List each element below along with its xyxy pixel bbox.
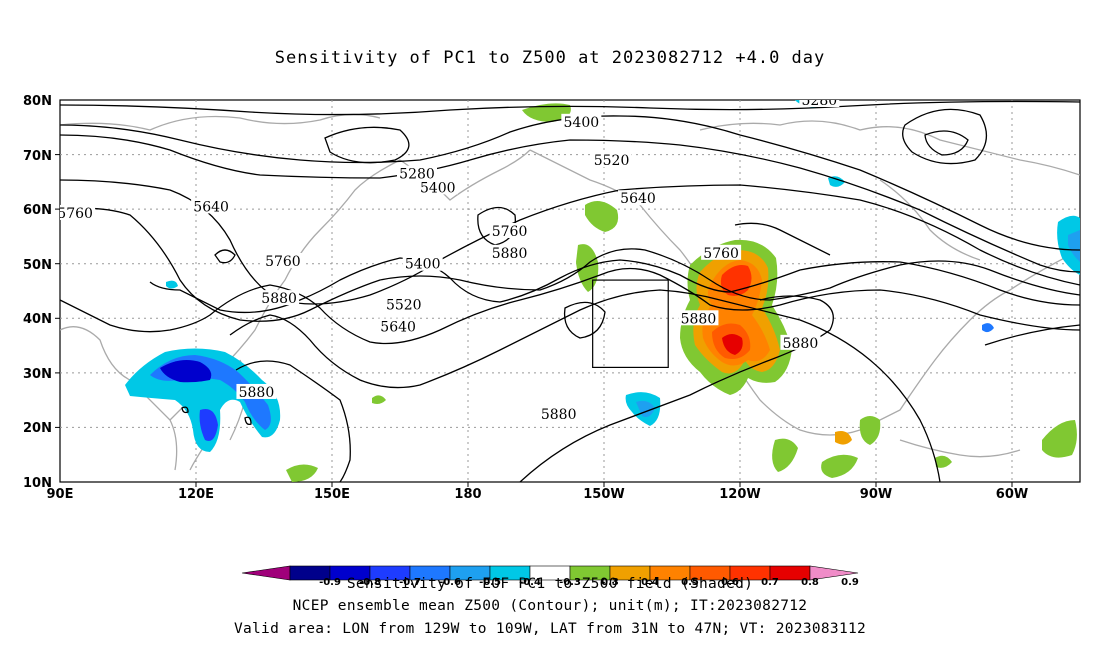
colorbar: -0.9 -0.8 -0.7 -0.6 -0.5 -0.4 -0.3 0.3 0.4 0.5 0.6…: [241, 565, 859, 588]
colorbar-label: 0.4: [641, 577, 659, 588]
contour-label-bg: [383, 296, 424, 312]
colorbar-right-arrow: [809, 565, 859, 581]
lat-tick-label: 80N: [23, 94, 52, 109]
contour-label: 5520: [594, 153, 630, 169]
contour-label-bg: [60, 204, 96, 220]
contour-label-bg: [262, 252, 303, 268]
colorbar-label: -0.5: [479, 577, 501, 588]
valid-area-box: [592, 279, 669, 369]
contour-label-bg: [561, 113, 602, 129]
contour-label-bg: [678, 310, 719, 326]
contour-label: 5760: [57, 206, 93, 222]
colorbar-label: -0.9: [319, 577, 341, 588]
lat-tick-label: 60N: [23, 203, 52, 218]
contour-label: 5280: [399, 167, 435, 183]
contour-label-bg: [191, 198, 232, 214]
contour-label: 5640: [193, 199, 229, 215]
contour-label-bg: [259, 290, 300, 306]
contour-label-bg: [701, 244, 742, 260]
footer-contour-caption: NCEP ensemble mean Z500 (Contour); unit(…: [292, 598, 808, 614]
footer-valid-area-caption: Valid area: LON from 129W to 109W, LAT f…: [233, 621, 867, 637]
contour-label: 5880: [541, 407, 577, 423]
contour-label-bg: [417, 179, 458, 195]
contour-label: 5400: [405, 257, 441, 273]
contour-label: 5880: [783, 336, 819, 352]
contour-label: 5760: [703, 246, 739, 262]
colorbar-label: -0.3: [559, 577, 581, 588]
lat-tick-label: 50N: [23, 258, 52, 273]
lat-tick-label: 20N: [23, 421, 52, 436]
contour-label: 5760: [265, 254, 301, 270]
colorbar-label: 0.8: [801, 577, 819, 588]
colorbar-label: 0.3: [601, 577, 619, 588]
contour-label: 5520: [386, 298, 422, 314]
contour-label-bg: [378, 318, 419, 334]
contour-label-bg: [489, 222, 530, 238]
contour-label-bg: [236, 383, 277, 399]
contour-label-bg: [402, 255, 443, 271]
contour-label: 5880: [681, 311, 717, 327]
lon-tick-label: 60W: [996, 487, 1028, 502]
axis-ticks: 90E 120E 150E 180 150W 120W 90W 60W 80N …: [23, 94, 1028, 502]
contour-labels: 5280540056405760576058805400552056405880…: [57, 93, 840, 423]
contour-label: 5880: [492, 246, 528, 262]
lon-tick-label: 120W: [719, 487, 760, 502]
footer-shading-caption: Sensitivity of EOF PC1 to Z500 field (Sh…: [346, 576, 754, 592]
lon-tick-label: 150E: [314, 487, 350, 502]
lon-tick-label: 180: [454, 487, 481, 502]
lon-tick-label: 150W: [583, 487, 624, 502]
contour-label: 5400: [420, 180, 456, 196]
contour-label: 5400: [564, 115, 600, 131]
contour-label: 5880: [261, 291, 297, 307]
lat-tick-label: 70N: [23, 149, 52, 164]
contour-label: 5640: [620, 191, 656, 207]
map-title: Sensitivity of PC1 to Z500 at 2023082712…: [274, 48, 826, 68]
contour-label-bg: [780, 334, 821, 350]
colorbar-label: 0.9: [841, 577, 859, 588]
colorbar-label: 0.6: [721, 577, 739, 588]
contour-label-bg: [489, 244, 530, 260]
contour-label: 5880: [239, 385, 275, 401]
contour-label-bg: [591, 152, 632, 168]
lat-tick-label: 10N: [23, 476, 52, 491]
tick-marks: [55, 154, 1013, 487]
lon-tick-label: 90W: [860, 487, 892, 502]
lon-tick-label: 120E: [178, 487, 214, 502]
contour-label-bg: [799, 100, 840, 107]
contour-label-bg: [397, 165, 437, 181]
lon-tick-label: 90E: [47, 487, 74, 502]
contour-label: 5760: [492, 224, 528, 240]
contour-label: 5640: [380, 319, 416, 335]
colorbar-label: -0.4: [519, 577, 541, 588]
lat-tick-label: 40N: [23, 312, 52, 327]
colorbar-label: -0.8: [359, 577, 381, 588]
contour-label: 5280: [802, 93, 838, 109]
contour-label-bg: [618, 190, 658, 206]
lat-tick-label: 30N: [23, 367, 52, 382]
colorbar-label: 0.5: [681, 577, 699, 588]
colorbar-label: -0.6: [439, 577, 461, 588]
contour-label-bg: [538, 405, 579, 421]
colorbar-label: 0.7: [761, 577, 779, 588]
colorbar-label: -0.7: [399, 577, 421, 588]
